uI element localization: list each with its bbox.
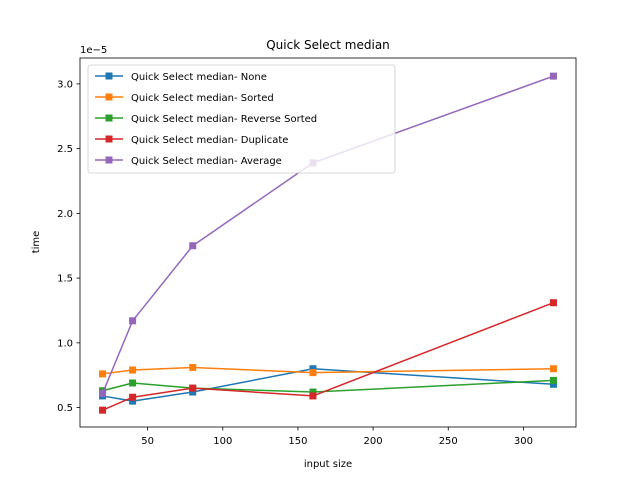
legend-item: Quick Select median- Average [95, 156, 282, 167]
y-tick-label: 2.5 [57, 144, 73, 155]
x-tick-label: 250 [439, 436, 458, 447]
y-axis-label: time [31, 231, 42, 254]
x-tick-label: 100 [213, 436, 232, 447]
x-axis-label: input size [304, 459, 352, 470]
y-tick-label: 1.0 [57, 338, 73, 349]
data-point [309, 392, 317, 400]
data-point [99, 389, 107, 397]
series-1 [99, 363, 557, 378]
data-point [129, 317, 137, 325]
legend-item: Quick Select median- Reverse Sorted [95, 114, 317, 125]
legend-marker [105, 93, 113, 101]
legend-label: Quick Select median- Sorted [131, 93, 274, 104]
y-tick-label: 3.0 [57, 79, 73, 90]
legend-marker [105, 114, 113, 122]
y-offset-label: 1e−5 [80, 45, 107, 56]
y-tick-label: 1.5 [57, 274, 73, 285]
data-point [309, 365, 317, 373]
legend-label: Quick Select median- None [131, 72, 267, 83]
data-point [189, 242, 197, 250]
data-point [129, 366, 137, 374]
x-tick-label: 300 [514, 436, 533, 447]
data-point [309, 369, 317, 377]
data-point [309, 388, 317, 396]
plot-frame [79, 57, 577, 428]
data-point [549, 299, 557, 307]
legend-item: Quick Select median- Sorted [95, 93, 274, 104]
y-tick-label: 0.5 [57, 403, 73, 414]
data-point [549, 380, 557, 388]
legend-box [87, 64, 396, 174]
data-point [549, 376, 557, 384]
series-3 [99, 299, 557, 414]
y-axis: 0.5 1.0 1.5 2.0 2.5 3.0 [57, 79, 80, 414]
data-point [129, 379, 137, 387]
x-tick-label: 50 [141, 436, 154, 447]
x-tick-label: 200 [364, 436, 383, 447]
legend-marker [105, 135, 113, 143]
chart-title: Quick Select median [266, 38, 390, 52]
legend-item: Quick Select median- None [95, 72, 267, 83]
data-point [189, 388, 197, 396]
series-layer [99, 72, 557, 414]
data-point [189, 384, 197, 392]
legend-label: Quick Select median- Average [131, 156, 282, 167]
y-tick-label: 2.0 [57, 209, 73, 220]
data-point [549, 72, 557, 80]
legend-marker [105, 156, 113, 164]
legend-label: Quick Select median- Duplicate [131, 135, 288, 146]
legend: Quick Select median- None Quick Select me… [87, 64, 396, 174]
data-point [129, 393, 137, 401]
legend-marker [105, 72, 113, 80]
data-point [189, 363, 197, 371]
data-point [99, 370, 107, 378]
legend-item: Quick Select median- Duplicate [95, 135, 288, 146]
data-point [99, 406, 107, 414]
legend-label: Quick Select median- Reverse Sorted [131, 114, 317, 125]
x-tick-label: 150 [288, 436, 307, 447]
data-point [549, 365, 557, 373]
data-point [129, 397, 137, 405]
x-axis: 50 100 150 200 250 300 [141, 427, 533, 447]
